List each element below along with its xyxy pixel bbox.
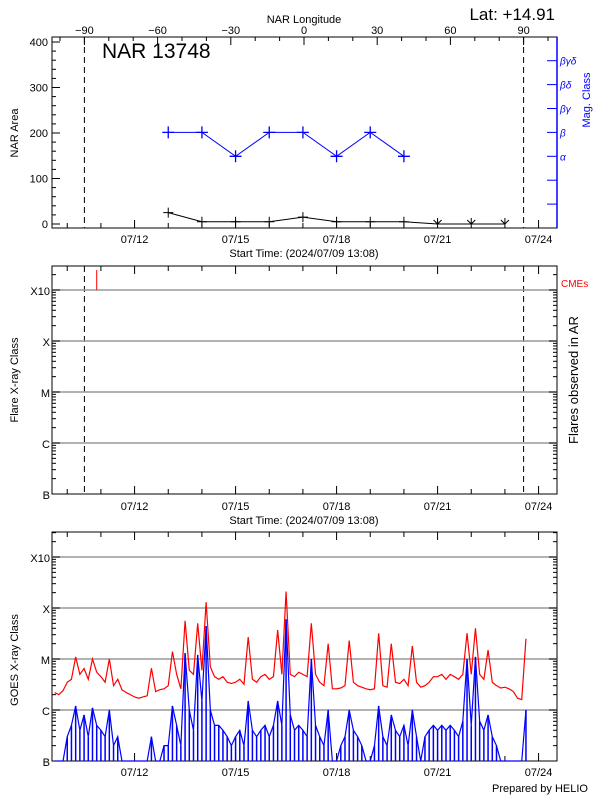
mag-class-point bbox=[229, 150, 242, 163]
mag-class-tick-label: βγδ bbox=[559, 57, 577, 68]
area-point-zero bbox=[500, 218, 510, 225]
credit-label: Prepared by HELIO bbox=[492, 783, 588, 795]
x-tick-label: 07/21 bbox=[424, 501, 452, 513]
panel3-frame bbox=[51, 531, 558, 762]
area-point bbox=[297, 212, 308, 223]
class-tick-label: X10 bbox=[30, 553, 50, 565]
area-point bbox=[230, 216, 241, 227]
latitude-label: Lat: +14.91 bbox=[469, 5, 555, 24]
class-tick-label: X bbox=[43, 604, 51, 616]
class-tick-label: B bbox=[43, 757, 50, 769]
flares-observed-title: Flares observed in AR bbox=[566, 316, 581, 444]
x-tick-label: 07/15 bbox=[222, 234, 250, 246]
area-point bbox=[264, 216, 275, 227]
area-point bbox=[331, 216, 342, 227]
x-tick-label: 07/24 bbox=[525, 501, 553, 513]
x-tick-label: 07/18 bbox=[323, 767, 351, 779]
area-point bbox=[163, 207, 174, 218]
x-tick-label: 07/18 bbox=[323, 501, 351, 513]
mag-class-point bbox=[195, 126, 208, 139]
longitude-tick-label: −60 bbox=[148, 25, 167, 37]
x-tick-label: 07/24 bbox=[525, 234, 553, 246]
x-tick-label: 07/12 bbox=[121, 767, 149, 779]
longitude-tick-label: −90 bbox=[75, 25, 94, 37]
goes-short-line bbox=[54, 619, 527, 762]
area-y-tick-label: 0 bbox=[42, 219, 48, 231]
area-point bbox=[398, 216, 409, 227]
class-tick-label: X bbox=[43, 337, 51, 349]
x-tick-label: 07/18 bbox=[323, 234, 351, 246]
mag-class-point bbox=[296, 126, 309, 139]
area-y-tick-label: 100 bbox=[30, 174, 48, 186]
mag-class-tick-label: α bbox=[560, 152, 566, 163]
area-y-tick-label: 400 bbox=[30, 37, 48, 49]
longitude-tick-label: 30 bbox=[371, 25, 383, 37]
class-tick-label: X10 bbox=[30, 286, 50, 298]
x-tick-label: 07/15 bbox=[222, 501, 250, 513]
longitude-tick-label: 0 bbox=[301, 25, 307, 37]
longitude-tick-label: 90 bbox=[517, 25, 529, 37]
longitude-tick-label: 60 bbox=[444, 25, 456, 37]
mag-class-axis-title: Mag. Class bbox=[581, 72, 593, 128]
x-tick-label: 07/21 bbox=[424, 767, 452, 779]
x-tick-label: 07/12 bbox=[121, 501, 149, 513]
mag-class-point bbox=[263, 126, 276, 139]
mag-class-point bbox=[364, 126, 377, 139]
flare-axis-title: Flare X-ray Class bbox=[9, 337, 21, 422]
mag-class-tick-label: βδ bbox=[559, 81, 572, 92]
goes-axis-title: GOES X-ray Class bbox=[9, 614, 21, 706]
mag-class-tick-label: β bbox=[559, 128, 566, 139]
panel2-xlabel: Start Time: (2024/07/09 13:08) bbox=[229, 515, 378, 527]
area-point bbox=[196, 216, 207, 227]
area-axis-title: NAR Area bbox=[9, 108, 21, 158]
mag-class-point bbox=[162, 126, 175, 139]
class-tick-label: C bbox=[42, 706, 50, 718]
area-y-tick-label: 300 bbox=[30, 83, 48, 95]
area-point bbox=[365, 216, 376, 227]
class-tick-label: C bbox=[42, 439, 50, 451]
x-tick-label: 07/24 bbox=[525, 767, 553, 779]
x-tick-label: 07/15 bbox=[222, 767, 250, 779]
mag-class-line bbox=[168, 131, 405, 157]
area-y-tick-label: 200 bbox=[30, 128, 48, 140]
mag-class-point bbox=[330, 150, 343, 163]
x-tick-label: 07/12 bbox=[121, 234, 149, 246]
area-point-zero bbox=[433, 218, 442, 225]
panel1-xlabel: Start Time: (2024/07/09 13:08) bbox=[229, 248, 378, 260]
class-tick-label: B bbox=[43, 490, 50, 502]
longitude-tick-label: −30 bbox=[221, 25, 240, 37]
mag-class-tick-label: βγ bbox=[559, 105, 572, 116]
region-title: NAR 13748 bbox=[102, 40, 211, 63]
x-tick-label: 07/21 bbox=[424, 234, 452, 246]
goes-long-line bbox=[54, 591, 527, 701]
longitude-axis-title: NAR Longitude bbox=[267, 14, 342, 26]
class-tick-label: M bbox=[41, 655, 50, 667]
class-tick-label: M bbox=[41, 388, 50, 400]
panel2-frame bbox=[51, 265, 558, 495]
cme-legend-label: CMEs bbox=[561, 279, 588, 290]
mag-class-point bbox=[397, 150, 410, 163]
area-point-zero bbox=[466, 218, 476, 225]
